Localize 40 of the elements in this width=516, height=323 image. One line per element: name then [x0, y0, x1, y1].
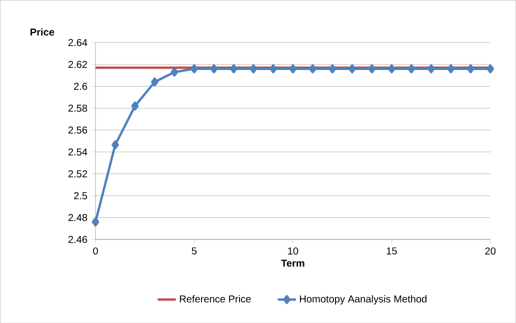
point [112, 140, 119, 150]
y-tick-label: 2.46 [68, 236, 88, 243]
x-tick-label: 10 [288, 247, 298, 254]
point [170, 67, 178, 76]
y-tick-label: 2.5 [74, 192, 88, 200]
x-tick-label: 20 [485, 247, 496, 254]
point [92, 217, 100, 226]
point [230, 64, 238, 74]
x-axis-title: Term [281, 260, 304, 267]
y-tick-label: 2.64 [68, 38, 88, 46]
y-tick-label: 2.6 [74, 82, 88, 90]
point [269, 64, 277, 74]
y-axis-title: Price [30, 28, 54, 36]
point [408, 64, 416, 74]
point [289, 64, 297, 74]
y-tick-label: 2.56 [68, 126, 88, 134]
point [348, 64, 356, 74]
point [250, 64, 258, 74]
y-tick-label: 2.62 [68, 60, 88, 68]
point [466, 64, 474, 74]
point [151, 77, 158, 86]
point [190, 64, 198, 74]
legend-label: Homotopy Aanalysis Method [300, 294, 426, 304]
point [210, 64, 218, 74]
point [486, 64, 494, 74]
point [328, 64, 336, 74]
point [368, 64, 376, 74]
legend-label: Reference Price [180, 294, 251, 302]
x-tick-label: 5 [192, 247, 197, 254]
y-tick-label: 2.54 [68, 148, 88, 156]
point [447, 64, 455, 74]
point [131, 101, 139, 110]
y-tick-label: 2.58 [68, 104, 88, 112]
point [308, 64, 316, 74]
x-tick-label: 0 [93, 247, 98, 254]
y-tick-label: 2.52 [68, 170, 88, 178]
y-tick-label: 2.48 [68, 214, 88, 221]
point [427, 64, 435, 74]
x-tick-label: 15 [386, 247, 397, 254]
point [388, 64, 396, 74]
